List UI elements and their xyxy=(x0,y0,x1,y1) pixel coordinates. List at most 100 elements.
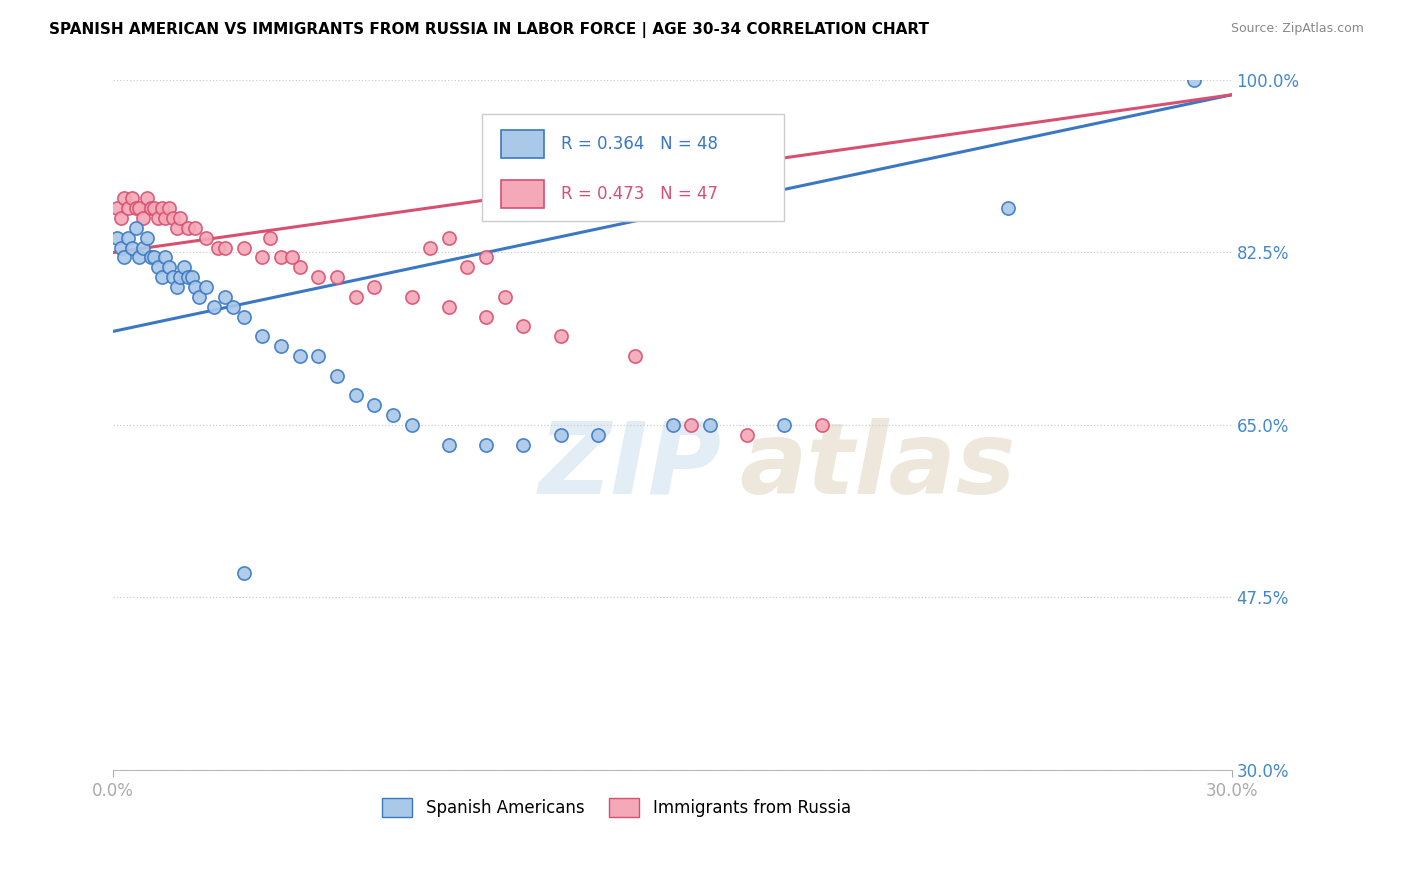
Point xyxy=(307,349,329,363)
FancyBboxPatch shape xyxy=(482,114,785,221)
Point xyxy=(169,211,191,225)
Text: atlas: atlas xyxy=(740,417,1017,515)
Point xyxy=(146,211,169,225)
Point xyxy=(288,260,311,275)
Point xyxy=(437,300,460,314)
Point xyxy=(232,241,254,255)
Point xyxy=(699,417,721,432)
Point xyxy=(177,270,200,285)
Point xyxy=(512,319,534,334)
Point xyxy=(146,260,169,275)
Point xyxy=(773,417,796,432)
Point xyxy=(997,201,1019,215)
Point xyxy=(681,417,703,432)
Point xyxy=(735,427,758,442)
Point xyxy=(207,241,229,255)
Point xyxy=(810,417,832,432)
Point xyxy=(1184,73,1206,87)
Point xyxy=(143,251,166,265)
Point xyxy=(550,329,572,343)
Point xyxy=(475,251,498,265)
Point xyxy=(401,417,423,432)
Point xyxy=(437,438,460,452)
Text: ZIP: ZIP xyxy=(538,417,721,515)
Point xyxy=(150,201,173,215)
Point xyxy=(155,211,177,225)
Point xyxy=(184,280,207,294)
Point xyxy=(162,270,184,285)
Point xyxy=(157,260,180,275)
Point xyxy=(132,241,155,255)
Point xyxy=(195,230,218,244)
Bar xyxy=(502,180,544,208)
Point xyxy=(661,417,683,432)
Text: R = 0.364   N = 48: R = 0.364 N = 48 xyxy=(561,136,717,153)
Point xyxy=(475,310,498,324)
Point xyxy=(135,230,157,244)
Point xyxy=(124,220,146,235)
Point xyxy=(128,251,150,265)
Point xyxy=(139,251,162,265)
Text: Source: ZipAtlas.com: Source: ZipAtlas.com xyxy=(1230,22,1364,36)
Point xyxy=(121,241,143,255)
Point xyxy=(105,201,128,215)
Point xyxy=(381,408,404,422)
Point xyxy=(221,300,243,314)
Point xyxy=(139,201,162,215)
Point xyxy=(232,566,254,580)
Point xyxy=(363,280,385,294)
Point xyxy=(214,241,236,255)
Point xyxy=(105,230,128,244)
Point xyxy=(195,280,218,294)
Text: SPANISH AMERICAN VS IMMIGRANTS FROM RUSSIA IN LABOR FORCE | AGE 30-34 CORRELATIO: SPANISH AMERICAN VS IMMIGRANTS FROM RUSS… xyxy=(49,22,929,38)
Point xyxy=(259,230,281,244)
Point xyxy=(166,280,188,294)
Point xyxy=(456,260,478,275)
Point xyxy=(252,329,274,343)
Point xyxy=(157,201,180,215)
Point xyxy=(173,260,195,275)
Point xyxy=(155,251,177,265)
Point xyxy=(437,230,460,244)
Point xyxy=(281,251,304,265)
Bar xyxy=(502,130,544,158)
Point xyxy=(132,211,155,225)
Point xyxy=(150,270,173,285)
Point xyxy=(114,191,136,205)
Point xyxy=(550,427,572,442)
Point xyxy=(288,349,311,363)
Point xyxy=(177,220,200,235)
Point xyxy=(169,270,191,285)
Point xyxy=(110,241,132,255)
Point xyxy=(121,191,143,205)
Point xyxy=(363,398,385,412)
Point xyxy=(143,201,166,215)
Point xyxy=(494,290,516,304)
Point xyxy=(344,388,367,402)
Point xyxy=(214,290,236,304)
Point xyxy=(202,300,225,314)
Point xyxy=(344,290,367,304)
Point xyxy=(252,251,274,265)
Point xyxy=(117,201,139,215)
Point xyxy=(270,339,292,353)
Point xyxy=(270,251,292,265)
Point xyxy=(586,427,609,442)
Point xyxy=(117,230,139,244)
Point xyxy=(624,349,647,363)
Point xyxy=(162,211,184,225)
Point xyxy=(512,438,534,452)
Point xyxy=(180,270,202,285)
Point xyxy=(128,201,150,215)
Point xyxy=(307,270,329,285)
Point xyxy=(419,241,441,255)
Point xyxy=(401,290,423,304)
Point xyxy=(232,310,254,324)
Point xyxy=(475,438,498,452)
Point xyxy=(166,220,188,235)
Point xyxy=(124,201,146,215)
Point xyxy=(110,211,132,225)
Point xyxy=(326,270,349,285)
Point xyxy=(135,191,157,205)
Point xyxy=(114,251,136,265)
